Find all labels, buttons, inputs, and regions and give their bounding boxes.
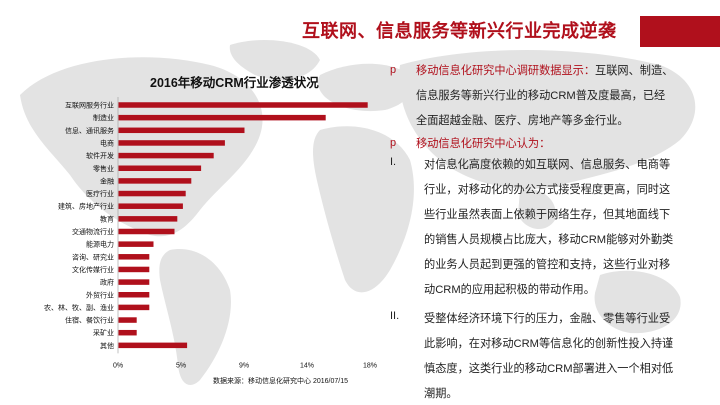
i-line-1: 对信息化高度依赖的如互联网、信息服务、电商等 (424, 159, 671, 171)
category-label: 电商 (100, 138, 114, 147)
bar (118, 216, 178, 222)
x-tick-label: 18% (363, 362, 377, 369)
i-line-4: 的销售人员规模占比庞大，移动CRM能够对外勤类 (424, 234, 674, 246)
bar (118, 292, 150, 298)
bar (118, 190, 186, 197)
page-title: 互联网、信息服务等新兴行业完成逆袭 (302, 21, 617, 41)
ii-line-4: 潮期。 (424, 388, 458, 400)
p1-line-3: 全面超越金融、医疗、房地产等多金行业。 (416, 115, 629, 127)
bar (118, 114, 326, 121)
bar (118, 228, 175, 235)
category-label: 零售业 (93, 164, 114, 173)
category-label: 文化传媒行业 (72, 265, 114, 274)
p1-line-1: 移动信息化研究中心调研数据显示：互联网、制造、 (416, 62, 673, 78)
bullet-marker-2: p (390, 137, 397, 149)
category-label: 能源电力 (86, 240, 114, 249)
category-label: 医疗行业 (86, 189, 114, 198)
bar (118, 266, 150, 273)
category-label: 交通物流行业 (72, 227, 114, 236)
bar (118, 178, 192, 184)
category-label: 金融 (100, 176, 114, 185)
ii-line-3: 慎态度，这类行业的移动CRM部署进入一个相对低 (424, 363, 674, 375)
category-label: 咨询、研究业 (72, 252, 114, 261)
p2-label: 移动信息化研究中心认为： (416, 138, 551, 150)
bar (118, 329, 137, 336)
p1-highlight: 移动信息化研究中心调研数据显示： (416, 65, 596, 77)
x-tick-label: 0% (113, 362, 123, 369)
roman-numeral-2: II. (390, 310, 400, 322)
bar (118, 241, 154, 247)
world-map-background (20, 40, 696, 385)
category-label: 采矿业 (93, 328, 114, 337)
category-label: 信息、通讯服务 (65, 126, 114, 135)
x-tick-label: 5% (176, 362, 186, 369)
x-tick-label: 14% (300, 362, 314, 369)
bar (118, 304, 150, 311)
category-label: 农、林、牧、副、渔业 (44, 303, 114, 312)
bar (118, 279, 150, 285)
category-label: 软件开发 (86, 151, 114, 160)
p1-line-2: 信息服务等新兴行业的移动CRM普及度最高，已经 (416, 90, 666, 102)
category-label: 互联网服务行业 (65, 101, 114, 110)
bar (118, 342, 188, 349)
i-line-5: 的业务人员起到更强的管控和支持，这些行业对移 (424, 259, 671, 271)
ii-line-2: 此影响，在对移动CRM等信息化的创新性投入持谨 (424, 338, 674, 350)
roman-numeral-1: I. (390, 156, 397, 168)
bullet-marker: p (390, 64, 397, 76)
bar (118, 102, 368, 108)
ii-line-1: 受整体经济环境下行的压力，金融、零售等行业受 (424, 313, 671, 325)
category-label: 建筑、房地产行业 (58, 202, 114, 211)
header-accent-bar (640, 16, 720, 47)
bar (118, 317, 137, 323)
category-label: 外贸行业 (86, 290, 114, 299)
category-label: 制造业 (93, 113, 114, 122)
bar (118, 165, 202, 171)
i-line-3: 些行业虽然表面上依赖于网络生存，但其地面线下 (424, 209, 671, 221)
bar (118, 203, 183, 209)
category-label: 政府 (100, 278, 114, 287)
category-label: 教育 (100, 214, 114, 223)
bar (118, 140, 225, 146)
category-label: 住宿、餐饮行业 (65, 316, 114, 325)
category-label: 其他 (100, 341, 114, 350)
chart-source-note: 数据来源：移动信息化研究中心 2016/07/15 (213, 378, 348, 385)
x-tick-label: 9% (239, 362, 249, 369)
i-line-2: 行业，对移动化的办公方式接受程度更高，同时这 (424, 184, 671, 196)
p1-line-1-rest: 互联网、制造、 (595, 65, 674, 77)
bar (118, 127, 245, 134)
chart-title: 2016年移动CRM行业渗透状况 (150, 76, 319, 90)
bar (118, 152, 214, 159)
bar (118, 254, 150, 260)
i-line-6: 动CRM的应用起积极的带动作用。 (424, 284, 595, 296)
